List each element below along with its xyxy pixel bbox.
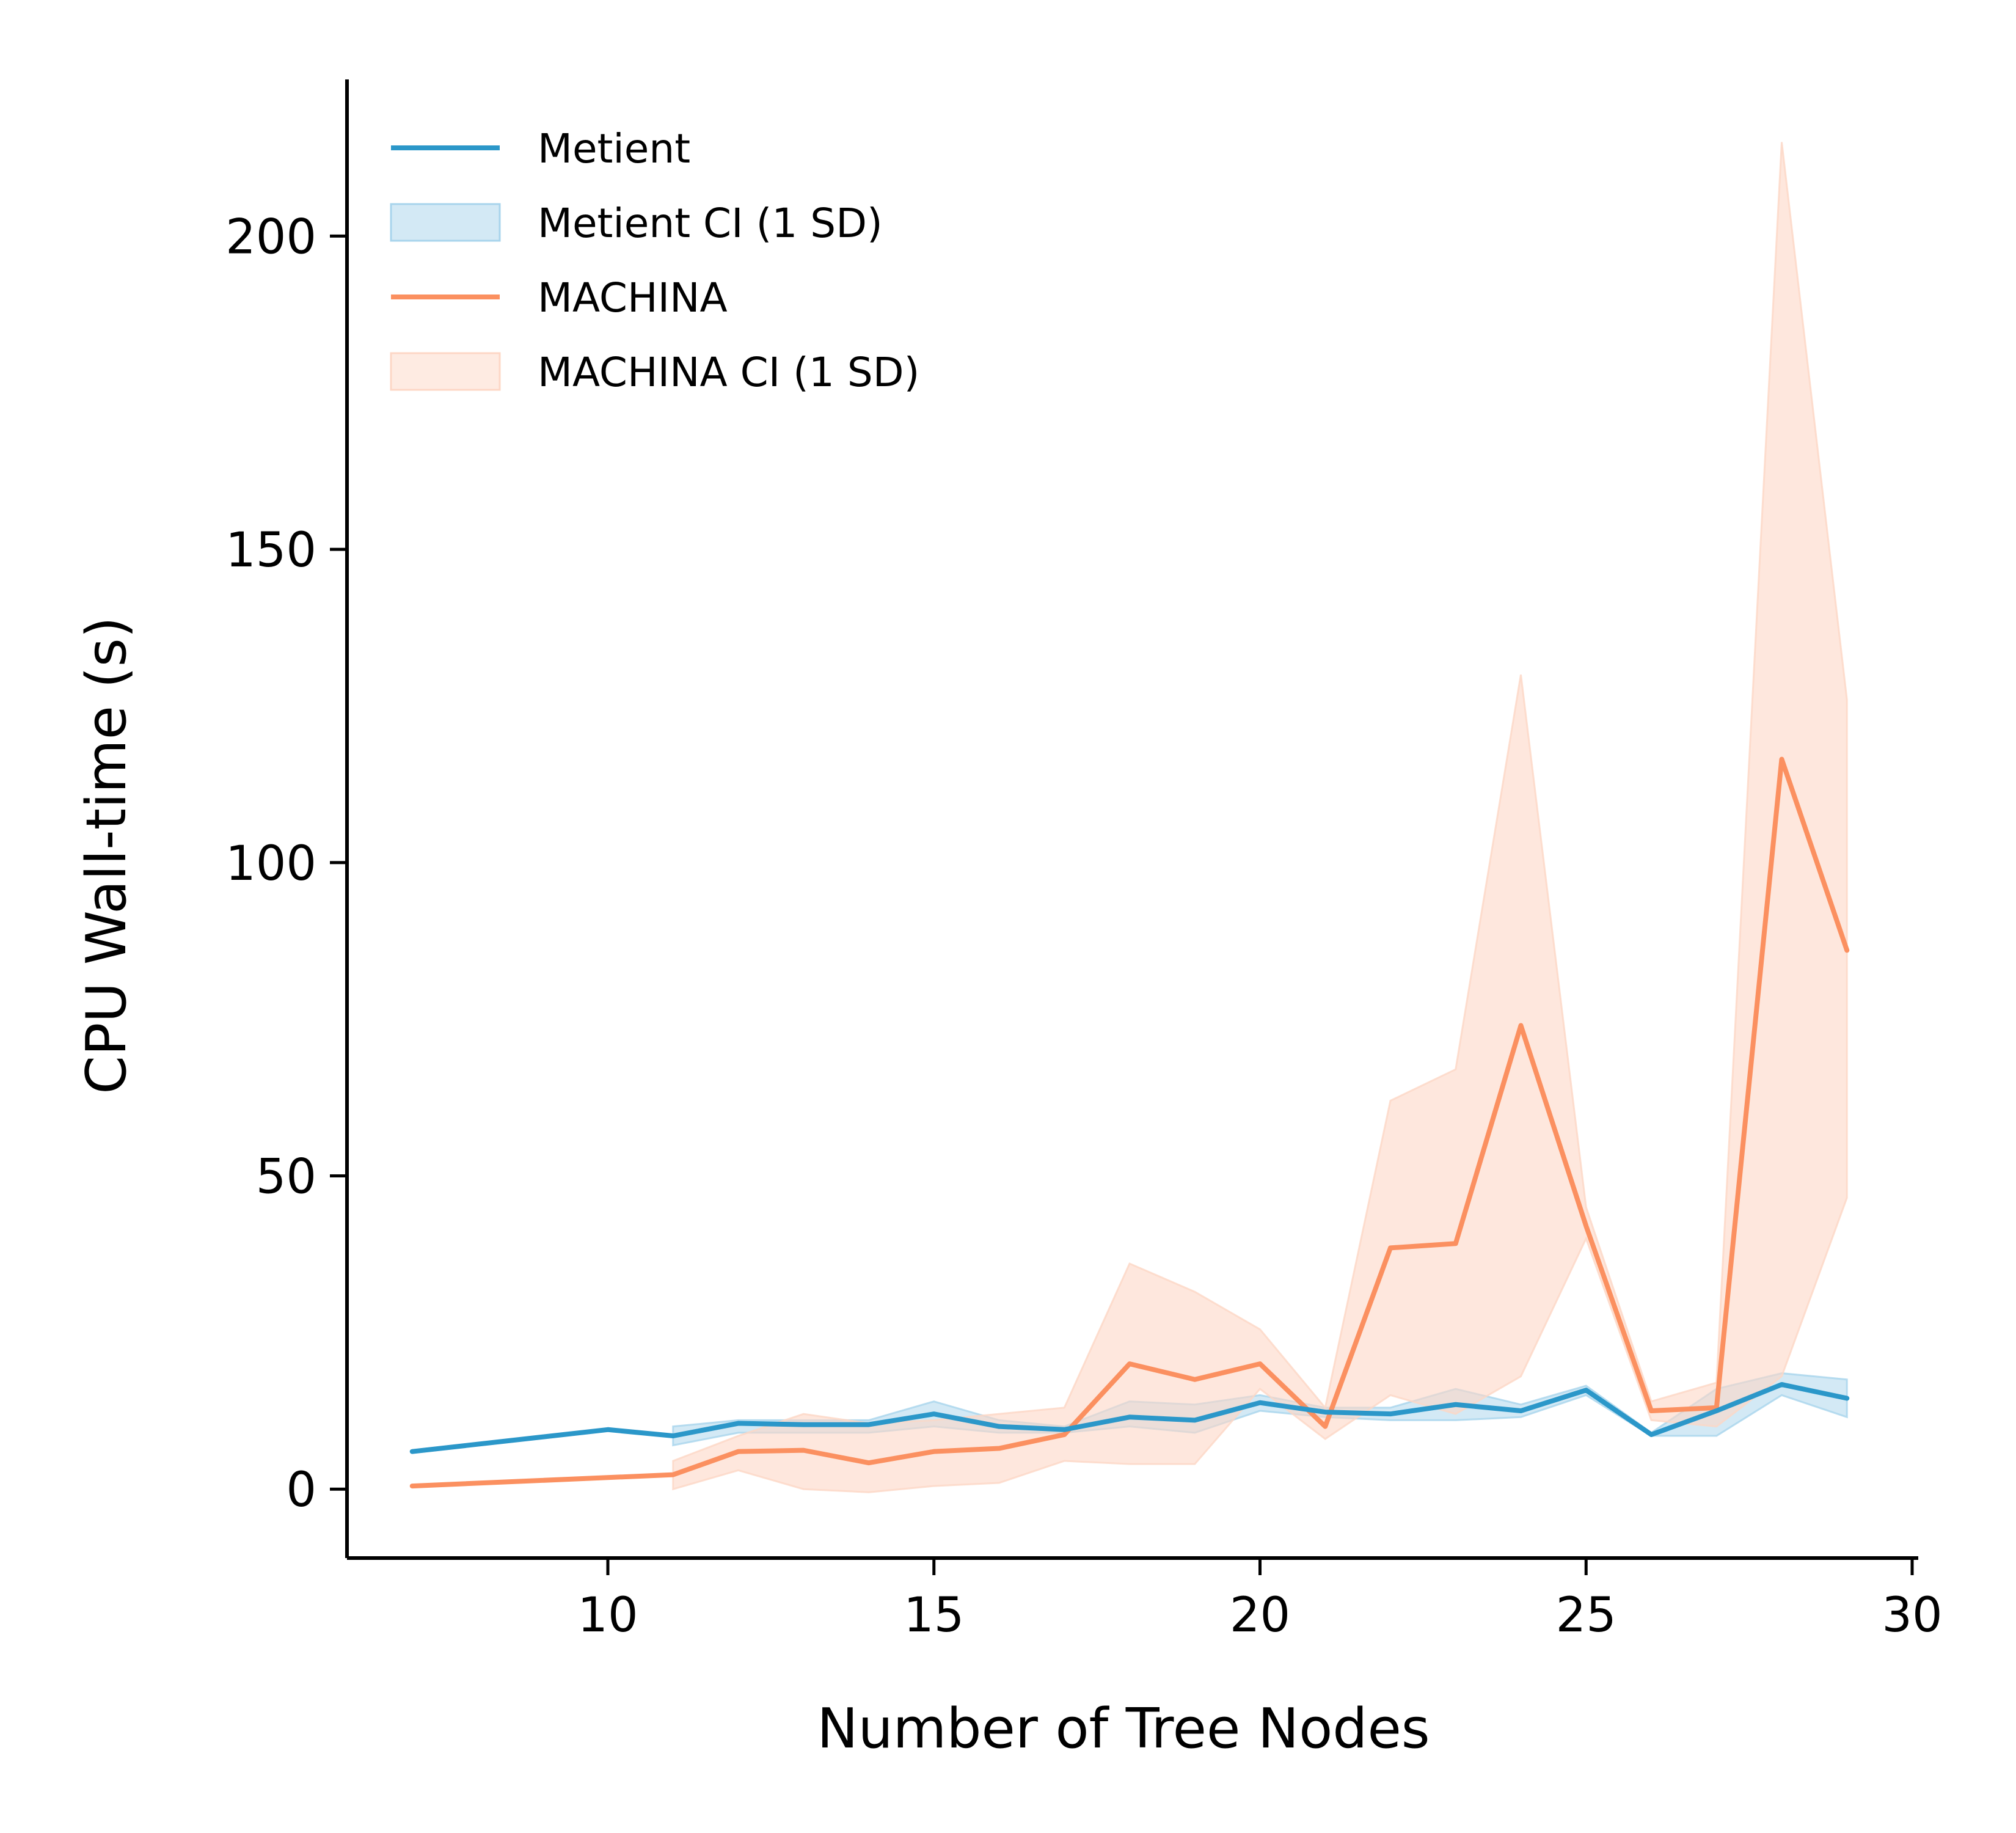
y-tick-label: 0 bbox=[286, 1463, 316, 1518]
y-ticks: 0 50 100 150 200 bbox=[225, 210, 347, 1518]
y-axis-label: CPU Wall-time (s) bbox=[75, 616, 139, 1094]
ci-band-machina bbox=[672, 142, 1848, 1493]
series-lines bbox=[409, 756, 1850, 1489]
legend-patch-machina-ci bbox=[390, 352, 501, 391]
y-tick-label: 150 bbox=[225, 523, 316, 578]
y-tick-label: 200 bbox=[225, 210, 316, 265]
x-tick-label: 15 bbox=[904, 1588, 964, 1643]
axes: 10 15 20 25 30 0 50 100 150 200 bbox=[225, 79, 1943, 1643]
x-tick-label: 30 bbox=[1882, 1588, 1942, 1643]
series-line-metient bbox=[409, 1381, 1850, 1454]
legend-patch-metient-ci bbox=[390, 203, 501, 242]
y-tick-label: 100 bbox=[225, 836, 316, 891]
legend-label-machina: MACHINA bbox=[538, 274, 728, 321]
legend: Metient Metient CI (1 SD) MACHINA MACHINA C… bbox=[390, 125, 919, 396]
ci-bands bbox=[672, 142, 1848, 1493]
y-tick-label: 50 bbox=[256, 1149, 316, 1204]
x-tick-label: 20 bbox=[1230, 1588, 1290, 1643]
legend-label-machina-ci: MACHINA CI (1 SD) bbox=[538, 349, 919, 396]
x-tick-label: 25 bbox=[1556, 1588, 1616, 1643]
legend-label-metient-ci: Metient CI (1 SD) bbox=[538, 200, 883, 247]
legend-label-metient: Metient bbox=[538, 125, 690, 172]
x-tick-label: 10 bbox=[577, 1588, 638, 1643]
x-ticks: 10 15 20 25 30 bbox=[577, 1558, 1943, 1643]
x-axis-label: Number of Tree Nodes bbox=[817, 1697, 1430, 1761]
series-line-machina bbox=[409, 756, 1850, 1489]
